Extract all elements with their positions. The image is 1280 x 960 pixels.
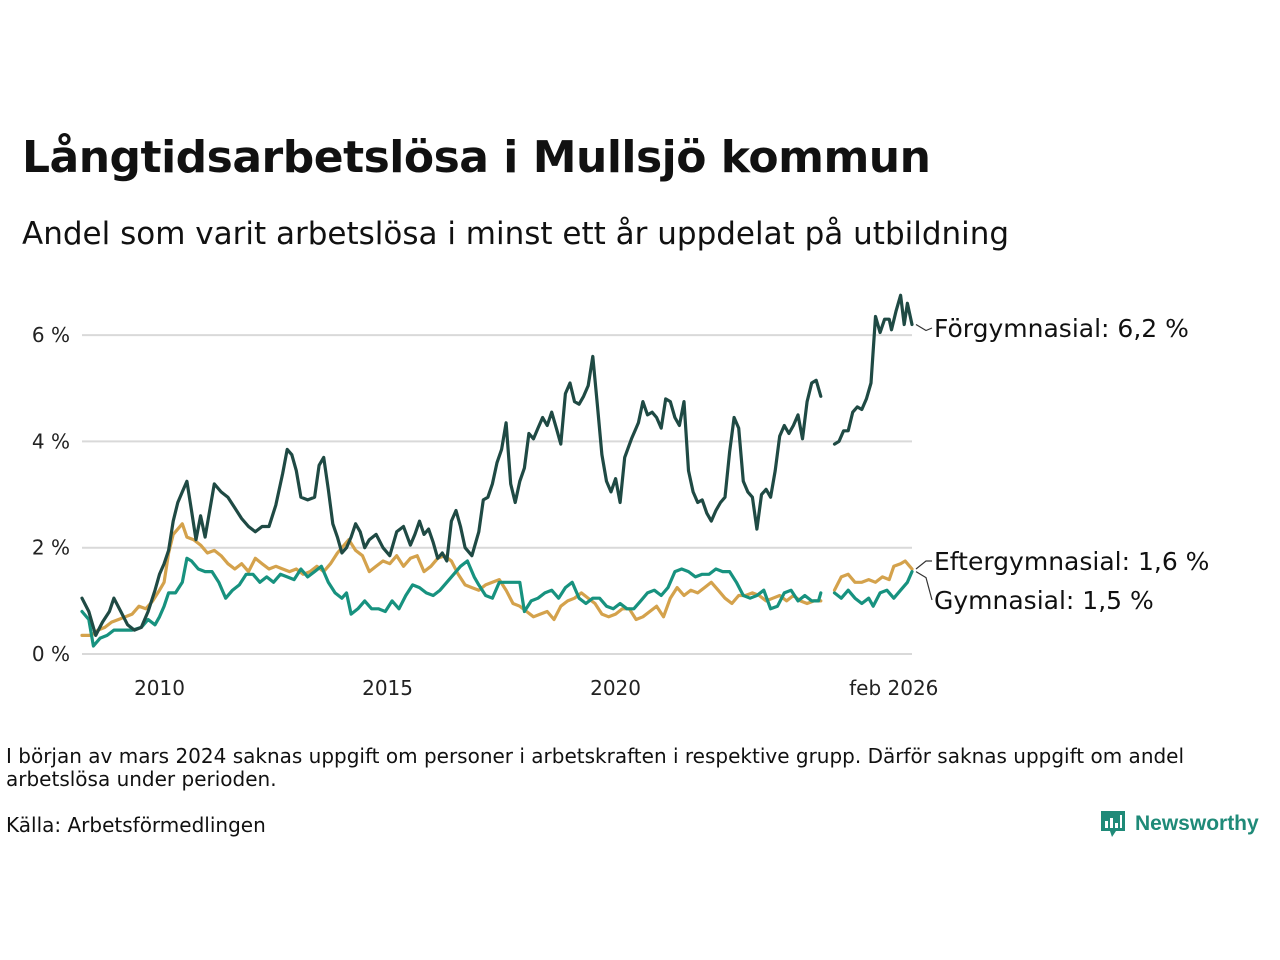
label-leader-line bbox=[915, 560, 932, 570]
x-tick-label: 2020 bbox=[590, 676, 641, 700]
series-end-labels: Förgymnasial: 6,2 % Gymnasial: 1,5 % Efter… bbox=[915, 314, 1209, 615]
series-line-eftergymnasial bbox=[80, 522, 823, 637]
y-axis: 0 % 2 % 4 % 6 % bbox=[32, 323, 70, 666]
series-line-gymnasial bbox=[80, 556, 823, 648]
source-text: Källa: Arbetsförmedlingen bbox=[6, 813, 266, 837]
newsworthy-icon bbox=[1101, 811, 1125, 837]
chart-subtitle: Andel som varit arbetslösa i minst ett å… bbox=[22, 216, 1010, 252]
y-tick-label: 4 % bbox=[32, 429, 70, 453]
x-tick-label: 2015 bbox=[362, 676, 413, 700]
end-label-gymnasial: Gymnasial: 1,5 % bbox=[934, 586, 1154, 615]
x-tick-label: feb 2026 bbox=[849, 676, 938, 700]
series-lines bbox=[80, 293, 914, 648]
line-chart: 0 % 2 % 4 % 6 % 2010 2015 2020 feb 2026 Förgym… bbox=[32, 293, 1209, 700]
x-tick-label: 2010 bbox=[134, 676, 185, 700]
x-axis: 2010 2015 2020 feb 2026 bbox=[134, 676, 938, 700]
gridlines bbox=[82, 334, 912, 655]
y-tick-label: 0 % bbox=[32, 642, 70, 666]
end-label-eftergymnasial: Eftergymnasial: 1,6 % bbox=[934, 547, 1209, 576]
series-line-eftergymnasial bbox=[832, 559, 914, 592]
series-line-gymnasial bbox=[832, 570, 914, 608]
brand-name: Newsworthy bbox=[1135, 812, 1259, 835]
label-leader-line bbox=[915, 323, 933, 332]
label-leader-line bbox=[915, 571, 933, 601]
y-tick-label: 2 % bbox=[32, 536, 70, 560]
series-line-förgymnasial bbox=[80, 354, 823, 637]
brand-logo: Newsworthy bbox=[1099, 809, 1259, 839]
footnote: I början av mars 2024 saknas uppgift om … bbox=[6, 744, 1185, 791]
y-tick-label: 6 % bbox=[32, 323, 70, 347]
series-line-förgymnasial bbox=[832, 293, 914, 446]
chart-title: Långtidsarbetslösa i Mullsjö kommun bbox=[22, 132, 931, 183]
end-label-förgymnasial: Förgymnasial: 6,2 % bbox=[934, 314, 1189, 343]
